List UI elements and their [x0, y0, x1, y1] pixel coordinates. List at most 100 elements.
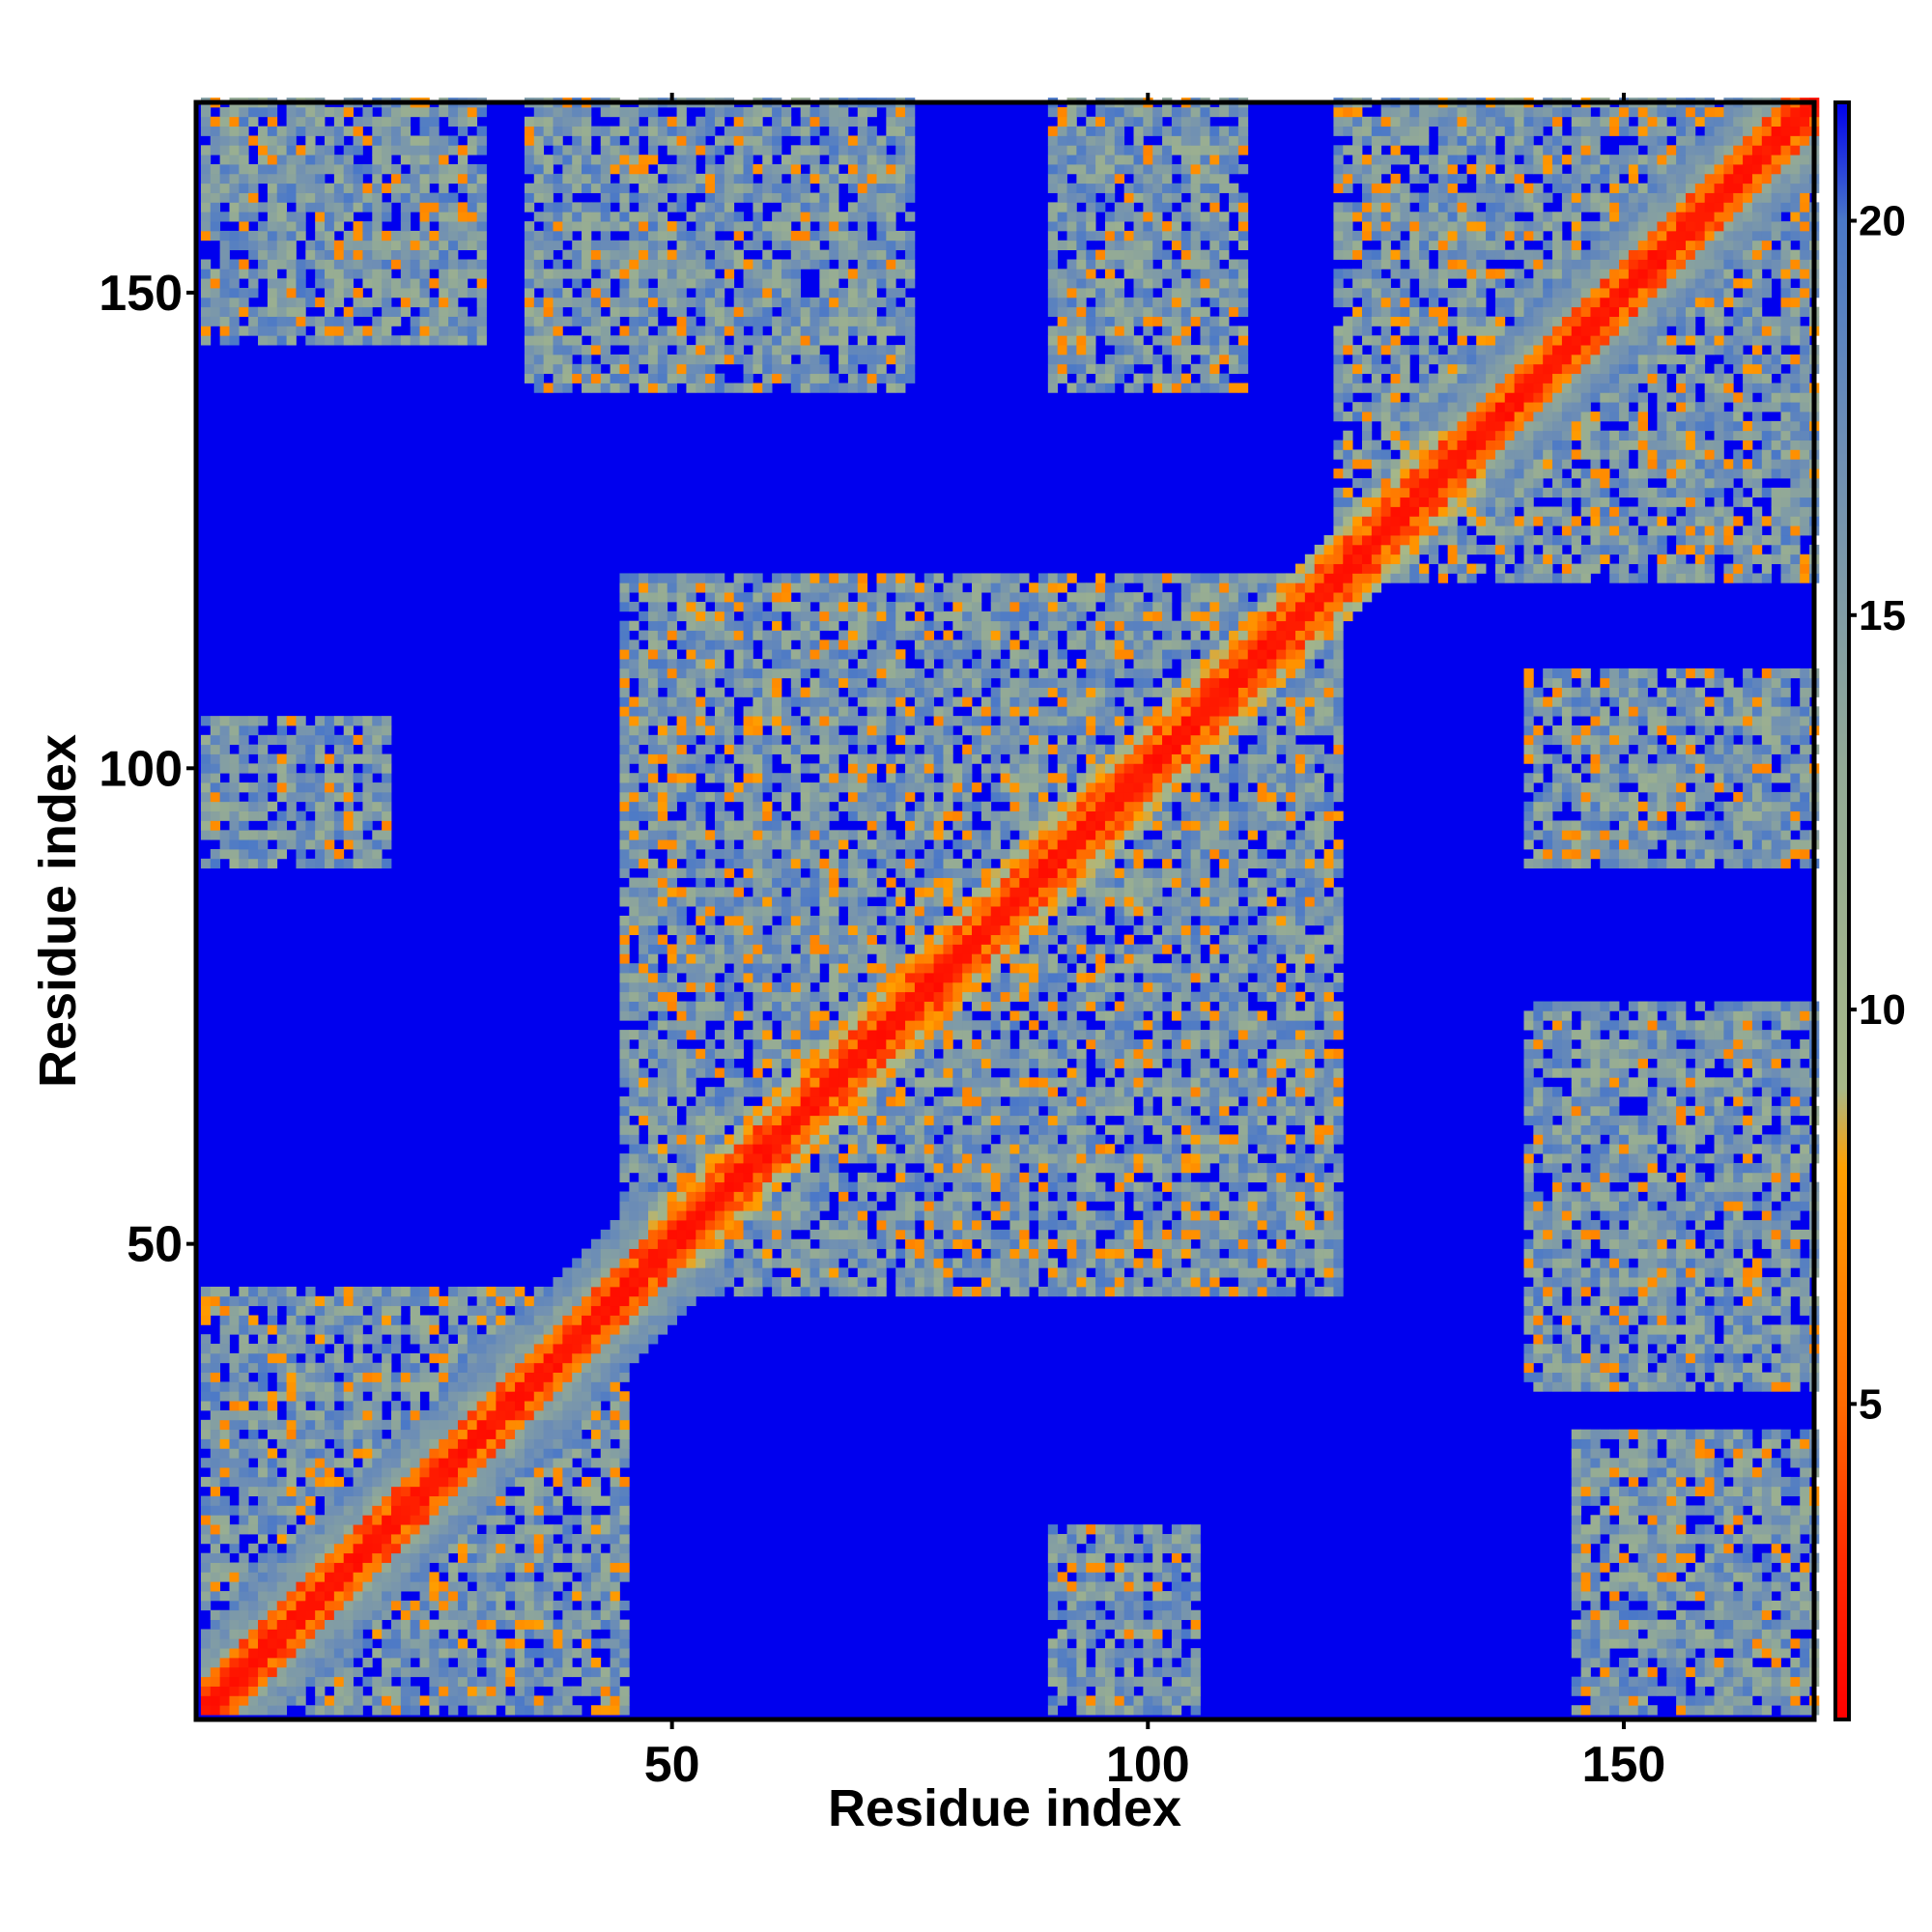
heatmap-cell [800, 830, 810, 840]
heatmap-cell [619, 306, 630, 317]
heatmap-cell [648, 1315, 659, 1325]
heatmap-cell [496, 1619, 506, 1630]
heatmap-cell [724, 592, 735, 603]
heatmap-cell [362, 297, 373, 308]
heatmap-cell [648, 306, 659, 317]
heatmap-cell [667, 1277, 677, 1288]
heatmap-cell [543, 383, 554, 393]
heatmap-cell [457, 1562, 469, 1573]
heatmap-cell [600, 1429, 611, 1439]
heatmap-cell [325, 230, 335, 242]
heatmap-cell [267, 1686, 278, 1696]
heatmap-cell [705, 354, 716, 365]
heatmap-cell [696, 830, 706, 840]
heatmap-cell [790, 145, 802, 156]
heatmap-cell [315, 1581, 326, 1592]
heatmap-cell [676, 155, 687, 165]
heatmap-cell [419, 1562, 430, 1573]
heatmap-cell [543, 116, 554, 128]
heatmap-cell [610, 306, 620, 317]
heatmap-cell [657, 1096, 668, 1107]
heatmap-cell [533, 278, 545, 289]
heatmap-cell [733, 858, 744, 869]
heatmap-cell [619, 753, 630, 764]
heatmap-cell [276, 773, 287, 783]
heatmap-cell [648, 1115, 659, 1125]
heatmap-cell [562, 1609, 573, 1621]
heatmap-cell [629, 249, 639, 260]
heatmap-cell [724, 677, 735, 688]
heatmap-cell [790, 724, 802, 736]
heatmap-cell [448, 1695, 459, 1706]
heatmap-cell [667, 906, 677, 917]
heatmap-cell [743, 839, 753, 850]
heatmap-cell [515, 1448, 526, 1459]
heatmap-cell [353, 1409, 363, 1421]
heatmap-cell [762, 887, 773, 897]
heatmap-cell [648, 1058, 659, 1068]
heatmap-cell [733, 1087, 744, 1097]
heatmap-cell [753, 944, 763, 954]
heatmap-cell [325, 1391, 335, 1402]
heatmap-cell [781, 1229, 792, 1240]
heatmap-cell [524, 116, 535, 128]
heatmap-cell [648, 1162, 659, 1174]
heatmap-cell [296, 164, 306, 175]
heatmap-cell [696, 230, 706, 242]
heatmap-cell [676, 915, 687, 926]
heatmap-cell [553, 373, 563, 384]
heatmap-cell [657, 192, 668, 203]
heatmap-cell [286, 1676, 297, 1687]
heatmap-cell [667, 1220, 677, 1231]
heatmap-cell [733, 1201, 744, 1211]
heatmap-cell [724, 1172, 735, 1183]
heatmap-cell [258, 155, 269, 165]
heatmap-cell [296, 221, 306, 232]
heatmap-cell [772, 1191, 782, 1202]
heatmap-cell [439, 221, 449, 232]
heatmap-cell [743, 782, 753, 793]
heatmap-cell [743, 611, 753, 622]
heatmap-cell [648, 877, 659, 888]
heatmap-cell [515, 1629, 526, 1639]
heatmap-cell [590, 249, 602, 260]
heatmap-cell [210, 1419, 221, 1431]
heatmap-cell [229, 173, 240, 185]
heatmap-cell [667, 1134, 677, 1145]
heatmap-cell [439, 1419, 449, 1431]
heatmap-cell [457, 1438, 469, 1449]
heatmap-cell [553, 354, 563, 365]
heatmap-cell [276, 1324, 287, 1335]
heatmap-cell [267, 1401, 278, 1411]
heatmap-cell [343, 1334, 354, 1345]
heatmap-cell [248, 782, 259, 793]
heatmap-cell [562, 155, 573, 165]
heatmap-cell [533, 1629, 545, 1639]
heatmap-cell [390, 249, 402, 260]
heatmap-cell [258, 1362, 269, 1373]
heatmap-cell [582, 212, 592, 222]
heatmap-cell [200, 1562, 212, 1573]
heatmap-cell [686, 820, 696, 831]
heatmap-cell [772, 1077, 782, 1088]
heatmap-cell [390, 1467, 402, 1478]
heatmap-cell [553, 1305, 563, 1316]
heatmap-cell [533, 183, 545, 193]
heatmap-cell [610, 1429, 620, 1439]
heatmap-cell [248, 306, 259, 317]
heatmap-cell [629, 221, 639, 232]
heatmap-cell [781, 753, 792, 764]
heatmap-cell [229, 810, 240, 821]
heatmap-cell [648, 1105, 659, 1117]
heatmap-cell [657, 116, 668, 128]
heatmap-cell [590, 1638, 602, 1649]
heatmap-cell [305, 240, 316, 251]
heatmap-cell [590, 1267, 602, 1278]
heatmap-cell [562, 1277, 573, 1288]
heatmap-cell [733, 116, 744, 128]
heatmap-cell [772, 116, 782, 128]
heatmap-cell [210, 1705, 221, 1716]
heatmap-cell [714, 791, 725, 803]
heatmap-cell [219, 278, 230, 289]
heatmap-cell [276, 724, 287, 736]
